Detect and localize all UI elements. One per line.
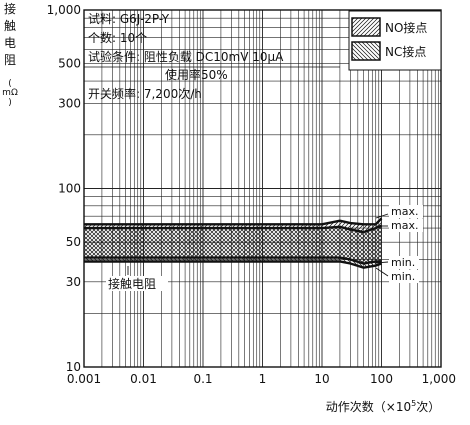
test-condition-line: 试验条件: 阻性负载 DC10mV 10μA (88, 49, 284, 64)
x-tick-label: 100 (370, 372, 393, 386)
test-condition-line: 个数: 10个 (88, 30, 147, 45)
annotation-min-no: min. (391, 256, 415, 269)
annotation-bg (389, 256, 419, 269)
test-condition-line: 使用率50% (165, 67, 228, 82)
test-condition-line: 开关频率: 7,200次/h (88, 86, 202, 101)
x-axis-label-exp: 5 (411, 399, 417, 408)
y-axis-label-char: 触 (3, 19, 16, 33)
y-axis-label-char: 阻 (3, 53, 16, 67)
legend-entry-label: NC接点 (385, 44, 426, 59)
x-tick-label: 0.001 (67, 372, 101, 386)
y-axis-label-char: 接 (3, 2, 16, 16)
y-tick-label: 500 (58, 57, 81, 71)
x-tick-label: 1 (259, 372, 267, 386)
series-lower-edge (84, 260, 382, 269)
y-tick-label: 300 (58, 96, 81, 110)
legend: NO接点 NC接点 (348, 10, 442, 71)
y-axis-unit-close: ) (8, 98, 12, 108)
annotation-bg (389, 205, 423, 218)
legend-swatch (351, 41, 381, 61)
y-tick-label: 10 (66, 360, 81, 374)
y-tick-label: 1,000 (47, 3, 81, 17)
y-axis-unit: mΩ (2, 88, 18, 98)
y-tick-label: 50 (66, 235, 81, 249)
annotation-bg (389, 219, 423, 232)
test-condition-line: 试料: G6J-2P-Y (88, 11, 170, 26)
y-axis-label-char: 电 (3, 36, 16, 50)
series-upper-edge (84, 224, 382, 234)
x-axis-label-suffix: 次） (416, 400, 441, 414)
annotation-max-nc: max. (391, 219, 418, 232)
x-axis-label: 动作次数（×105次） (300, 398, 466, 415)
series-upper-edge (84, 217, 383, 226)
annotation-bg (106, 276, 168, 291)
legend-swatch (351, 17, 381, 37)
y-tick-label: 30 (66, 275, 81, 289)
plot-frame (83, 9, 442, 368)
x-tick-label: 0.01 (130, 372, 157, 386)
annotation-min-nc: min. (391, 270, 415, 283)
x-tick-label: 1,000 (422, 372, 456, 386)
annotation-contact-resistance: 接触电阻 (108, 276, 156, 291)
series-lower-edge (84, 256, 382, 265)
y-axis-unit-open: ( (8, 79, 12, 89)
x-axis-label-prefix: 动作次数（×10 (325, 400, 412, 414)
annotation-max-no: max. (391, 205, 418, 218)
x-tick-label: 10 (314, 372, 329, 386)
annotation-leader (375, 213, 389, 219)
x-tick-label: 0.1 (193, 372, 212, 386)
legend-entry-label: NO接点 (385, 20, 427, 35)
y-tick-label: 100 (58, 182, 81, 196)
annotation-bg (389, 270, 419, 283)
annotation-leader (375, 267, 389, 277)
annotation-leader (375, 261, 389, 264)
